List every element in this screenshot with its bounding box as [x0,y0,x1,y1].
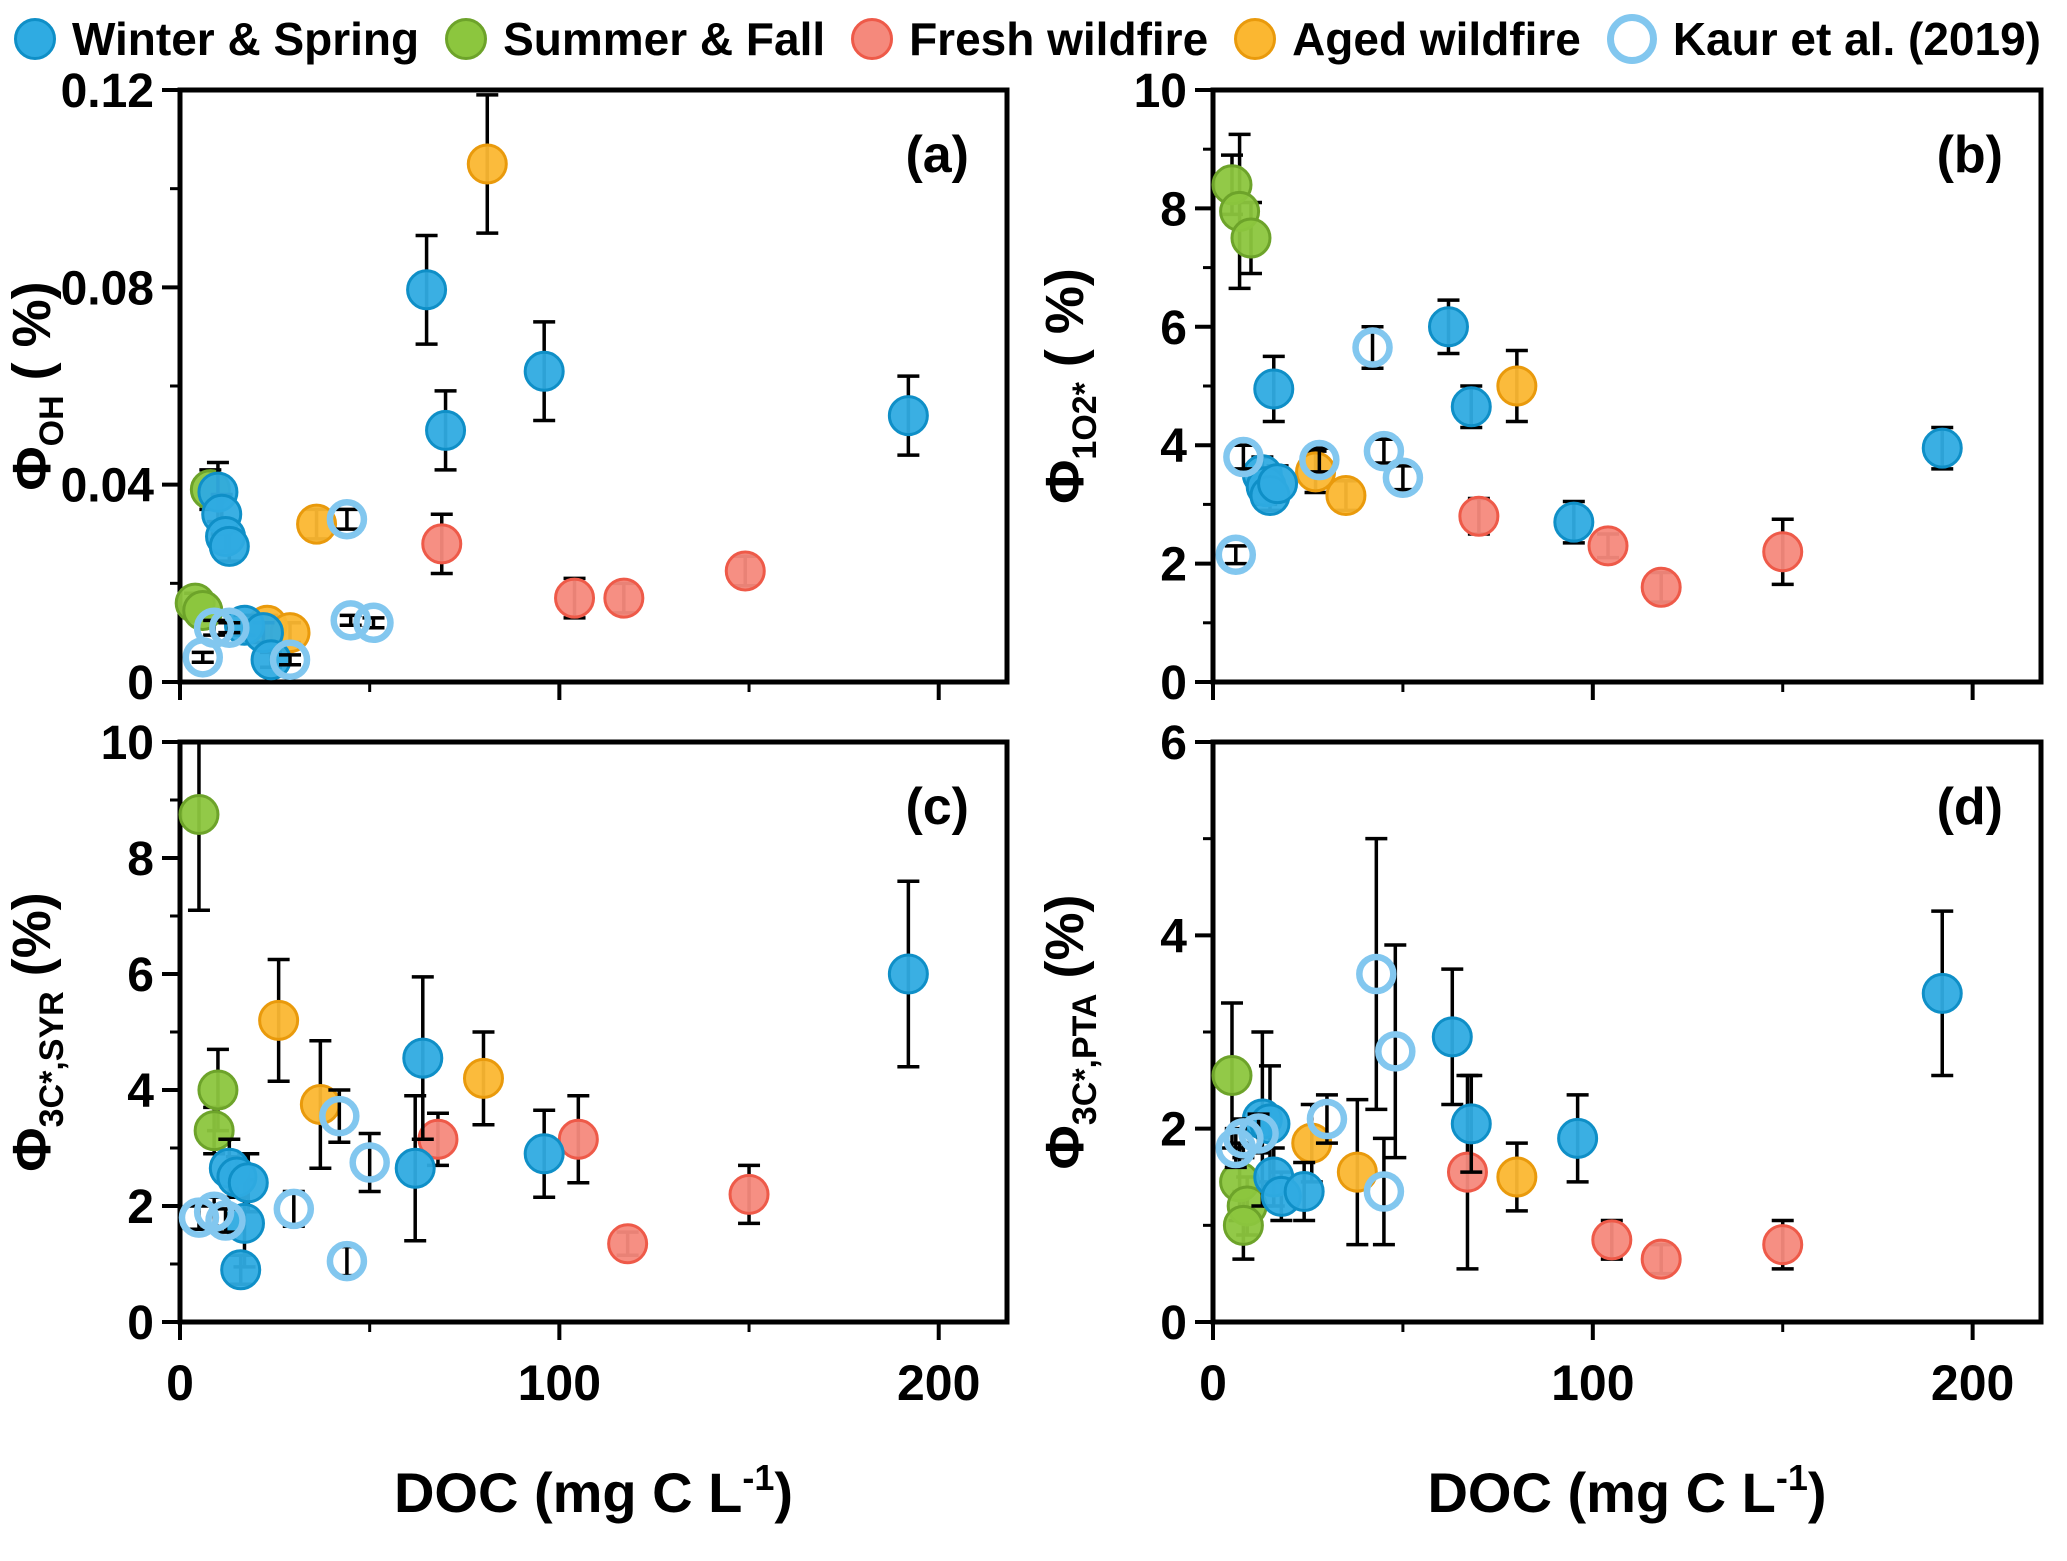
svg-text:0: 0 [1160,657,1187,710]
svg-text:0: 0 [127,1297,154,1350]
legend-label: Winter & Spring [72,13,420,65]
legend-item: Summer & Fall [445,12,825,66]
legend-item: Winter & Spring [14,12,419,66]
fresh-wildfire-marker-icon [851,18,894,60]
svg-text:0: 0 [166,1355,194,1411]
svg-text:DOC (mg C L-1): DOC (mg C L-1) [1427,1457,1826,1524]
kaur-open-marker-icon [1606,14,1657,64]
svg-text:0: 0 [127,657,154,710]
svg-text:6: 6 [127,949,154,1002]
plot-grid: 0 0.04 0.08 0.12 (a) ΦOH ( %) 0 2 4 6 8 10 (b) Φ1O2*… [0,70,2067,1561]
legend: Winter & Spring Summer & Fall Fresh wild… [0,0,2067,70]
svg-text:8: 8 [127,833,154,886]
svg-text:6: 6 [1160,302,1187,355]
legend-item: Fresh wildfire [851,12,1208,66]
svg-text:0.08: 0.08 [61,262,154,315]
svg-text:10: 10 [1134,70,1187,118]
svg-text:(c): (c) [905,778,969,836]
svg-text:100: 100 [1551,1355,1634,1411]
legend-label: Kaur et al. (2019) [1672,13,2041,65]
svg-text:0.04: 0.04 [61,460,155,513]
winter-spring-marker-icon [14,18,56,60]
svg-text:0: 0 [1160,1297,1187,1350]
svg-text:2: 2 [127,1181,154,1234]
svg-text:2: 2 [1160,1104,1187,1157]
legend-label: Fresh wildfire [909,13,1209,65]
panel-b-plot: 0 2 4 6 8 10 (b) Φ1O2* ( %) [1035,70,2044,710]
panel-a-plot: 0 0.04 0.08 0.12 (a) ΦOH ( %) [2,70,1010,710]
legend-item: Aged wildfire [1234,12,1581,66]
svg-text:4: 4 [1160,420,1187,473]
panel-c-plot: 0 100 200 0 2 4 6 8 10 (c) Φ3C*,SYR (%) DOC (mg C L… [2,722,1010,1524]
svg-text:Φ3C*,PTA (%): Φ3C*,PTA (%) [1035,895,1104,1170]
svg-text:200: 200 [897,1355,980,1411]
svg-text:200: 200 [1931,1355,2014,1411]
svg-text:0.12: 0.12 [61,70,154,118]
panel-d-plot: 0 100 200 0 2 4 6 (d) Φ3C*,PTA (%) DOC (mg C L-1) [1035,722,2044,1524]
svg-text:4: 4 [127,1065,154,1118]
legend-label: Aged wildfire [1292,13,1581,65]
aged-wildfire-marker-icon [1234,18,1277,60]
legend-item: Kaur et al. (2019) [1606,12,2041,66]
svg-text:(b): (b) [1937,126,2003,184]
svg-text:Φ3C*,SYR (%): Φ3C*,SYR (%) [2,892,71,1171]
svg-text:10: 10 [101,722,154,770]
svg-text:ΦOH ( %): ΦOH ( %) [2,281,71,490]
summer-fall-marker-icon [445,18,488,60]
svg-text:DOC (mg C L-1): DOC (mg C L-1) [394,1457,793,1524]
svg-text:(a): (a) [905,126,969,184]
svg-text:(d): (d) [1937,778,2003,836]
svg-text:100: 100 [518,1355,601,1411]
svg-text:8: 8 [1160,183,1187,236]
legend-label: Summer & Fall [503,13,826,65]
svg-text:6: 6 [1160,722,1187,770]
svg-text:2: 2 [1160,539,1187,592]
svg-text:Φ1O2* ( %): Φ1O2* ( %) [1035,268,1104,504]
svg-text:4: 4 [1160,910,1187,963]
svg-text:0: 0 [1199,1355,1227,1411]
